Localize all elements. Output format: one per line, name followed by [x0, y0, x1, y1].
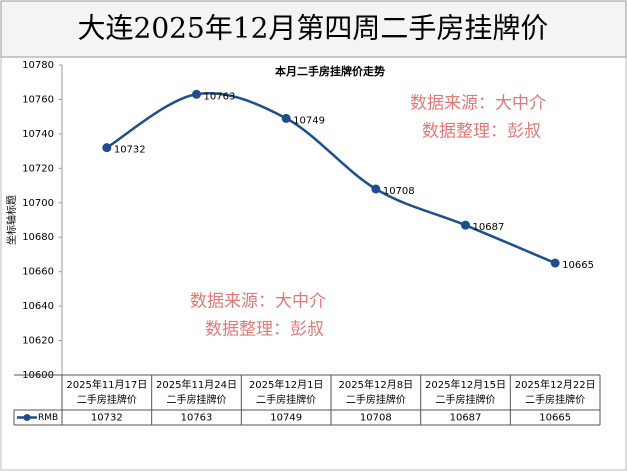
x-tick-caption: 二手房挂牌价 — [256, 393, 316, 406]
y-tick-label: 10620 — [22, 336, 54, 347]
y-tick-label: 10780 — [22, 60, 54, 71]
marker — [102, 143, 112, 153]
table-value: 10749 — [270, 413, 302, 424]
legend-marker — [23, 414, 31, 421]
x-tick-label: 2025年12月15日 — [425, 378, 506, 391]
watermark: 数据来源：大中介 — [190, 292, 326, 312]
marker — [461, 220, 470, 230]
x-tick-label: 2025年12月8日 — [339, 378, 414, 391]
data-label: 10732 — [114, 145, 146, 156]
table-value: 10763 — [181, 413, 213, 424]
x-tick-label: 2025年12月1日 — [249, 378, 324, 391]
title-box — [0, 0, 627, 58]
x-tick-label: 2025年11月24日 — [156, 378, 237, 391]
line — [106, 92, 556, 265]
y-tick-label: 10760 — [22, 94, 54, 105]
y-tick-label: 10640 — [22, 301, 54, 312]
y-tick-label: 10740 — [22, 129, 54, 140]
chart-subtitle: 本月二手房挂牌价走势 — [275, 64, 385, 78]
y-tick-label: 10660 — [22, 267, 54, 278]
table-value: 10708 — [360, 413, 392, 424]
x-tick-caption: 二手房挂牌价 — [436, 393, 496, 406]
data-label: 10665 — [562, 260, 594, 271]
watermark: 数据整理：彭叔 — [422, 122, 541, 142]
table-value: 10665 — [539, 413, 571, 424]
y-tick-label: 10700 — [22, 198, 54, 209]
y-tick-label: 10720 — [22, 163, 54, 174]
watermark: 数据整理：彭叔 — [205, 320, 324, 340]
data-label: 10749 — [293, 115, 325, 126]
marker — [281, 113, 291, 123]
data-label: 10708 — [383, 186, 415, 197]
data-label: 10763 — [204, 91, 236, 102]
marker — [371, 184, 381, 194]
y-tick-label: 10680 — [22, 232, 54, 243]
x-tick-caption: 二手房挂牌价 — [167, 393, 227, 406]
x-tick-caption: 二手房挂牌价 — [525, 393, 585, 406]
marker — [550, 258, 560, 268]
x-tick-label: 2025年11月17日 — [66, 378, 147, 391]
x-tick-label: 2025年12月22日 — [515, 378, 596, 391]
chart-title: 大连2025年12月第四周二手房挂牌价 — [78, 12, 549, 45]
legend-label: RMB — [38, 413, 58, 423]
data-label: 10687 — [473, 222, 505, 233]
x-tick-caption: 二手房挂牌价 — [346, 393, 406, 406]
table-value: 10732 — [91, 413, 123, 424]
watermark: 数据来源：大中介 — [410, 94, 546, 114]
x-tick-caption: 二手房挂牌价 — [77, 393, 137, 406]
y-axis-label: 坐标轴标题 — [5, 195, 18, 245]
table-value: 10687 — [450, 413, 482, 424]
marker — [192, 89, 201, 99]
